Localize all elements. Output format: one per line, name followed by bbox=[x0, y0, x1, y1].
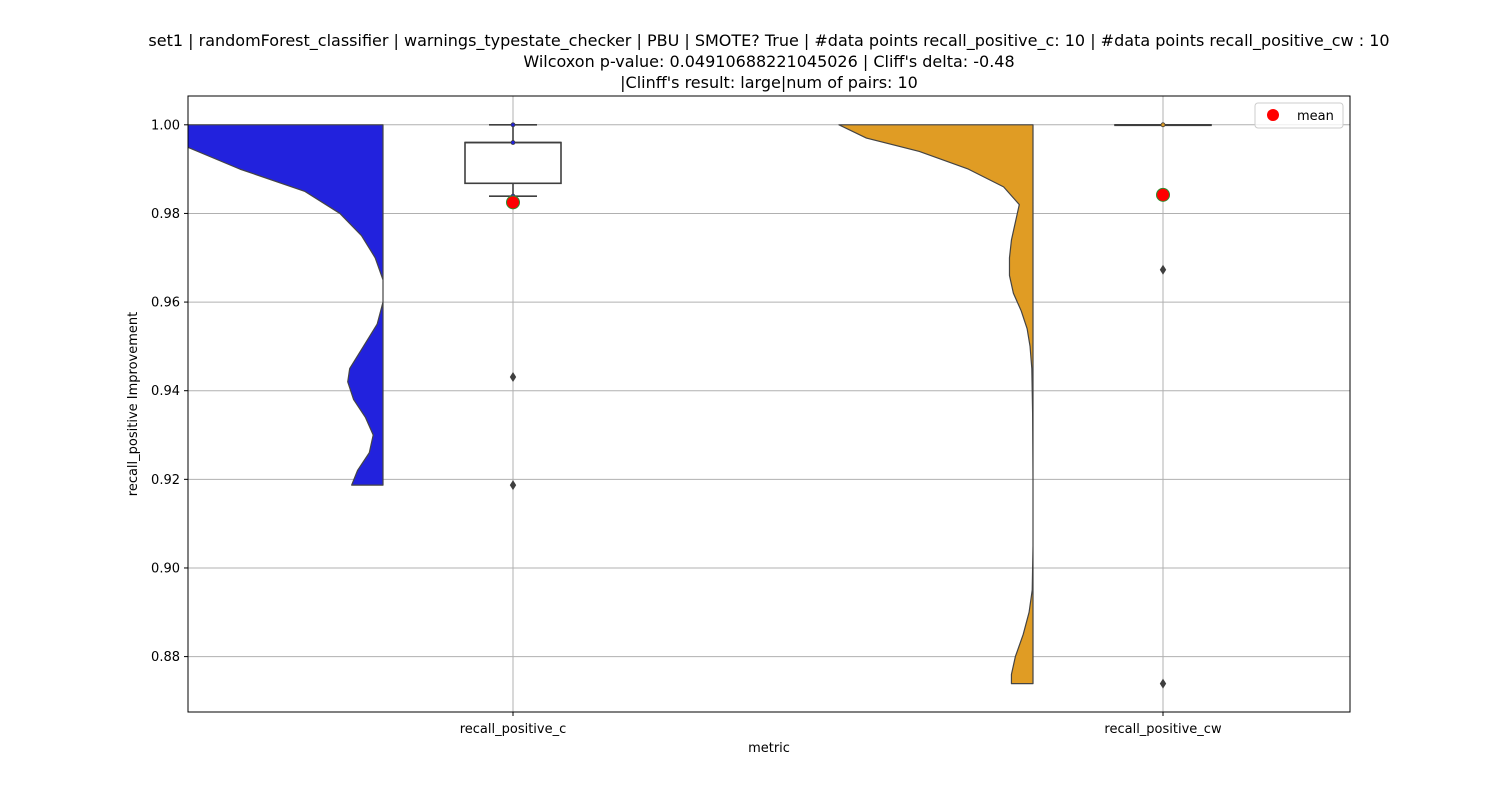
violin-recall_positive_cw bbox=[838, 124, 1034, 685]
y-tick-label: 0.92 bbox=[151, 473, 180, 488]
violins bbox=[188, 124, 1034, 685]
y-tick-label: 0.96 bbox=[151, 296, 180, 311]
x-axis-label: metric bbox=[748, 741, 790, 756]
legend-mean-label: mean bbox=[1297, 109, 1334, 124]
boxplot-recall_positive_cw bbox=[1114, 122, 1212, 689]
boxplot-recall_positive_c bbox=[464, 122, 562, 491]
x-tick-label: recall_positive_c bbox=[460, 722, 567, 737]
plot-frame bbox=[187, 95, 1351, 713]
axes: 0.88 0.90 0.92 0.94 0.96 0.98 1.00 recall_posit… bbox=[151, 95, 1351, 737]
legend-mean-marker bbox=[1267, 109, 1279, 121]
y-tick-label: 0.98 bbox=[151, 207, 180, 222]
chart-title: set1 | randomForest_classifier | warning… bbox=[148, 31, 1389, 92]
data-point bbox=[1160, 122, 1166, 128]
mean-marker bbox=[1156, 187, 1170, 202]
x-tick-label: recall_positive_cw bbox=[1104, 722, 1222, 737]
y-tick-label: 1.00 bbox=[151, 118, 180, 133]
legend-frame bbox=[1254, 102, 1344, 129]
title-line-1: set1 | randomForest_classifier | warning… bbox=[148, 31, 1389, 51]
data-point bbox=[510, 122, 516, 128]
outlier-marker bbox=[509, 371, 517, 382]
mean-marker bbox=[506, 195, 520, 210]
outlier-marker bbox=[1159, 678, 1167, 689]
boxplots bbox=[464, 122, 1212, 689]
y-tick-label: 0.94 bbox=[151, 384, 180, 399]
title-line-3: |Clinff's result: large|num of pairs: 10 bbox=[620, 73, 918, 92]
data-point bbox=[510, 140, 516, 145]
title-line-2: Wilcoxon p-value: 0.04910688221045026 | … bbox=[523, 52, 1014, 71]
violin-recall_positive_c bbox=[188, 124, 384, 486]
y-tick-label: 0.88 bbox=[151, 650, 180, 665]
box bbox=[464, 141, 562, 185]
outlier-marker bbox=[1159, 264, 1167, 275]
y-axis-label: recall_positive Improvement bbox=[126, 312, 141, 496]
y-tick-label: 0.90 bbox=[151, 561, 180, 576]
legend: mean bbox=[1254, 102, 1344, 129]
outlier-marker bbox=[509, 480, 517, 491]
